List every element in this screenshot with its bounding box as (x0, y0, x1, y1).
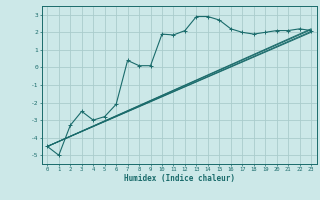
X-axis label: Humidex (Indice chaleur): Humidex (Indice chaleur) (124, 174, 235, 183)
